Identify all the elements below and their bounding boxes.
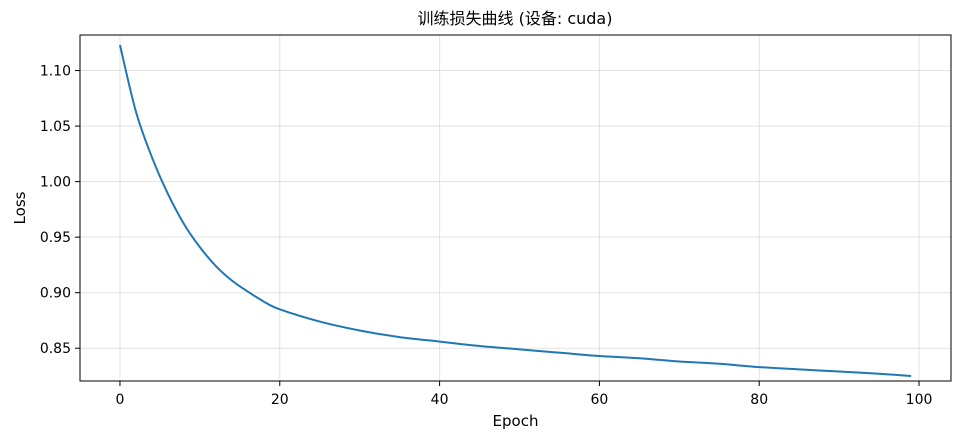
- x-tick-label: 0: [115, 392, 124, 408]
- y-tick-label: 1.00: [40, 175, 71, 191]
- x-tick-label: 100: [906, 392, 933, 408]
- y-tick-label: 0.95: [40, 230, 71, 246]
- x-axis-label: Epoch: [493, 412, 539, 430]
- chart-title: 训练损失曲线 (设备: cuda): [418, 9, 613, 28]
- y-tick-label: 1.05: [40, 119, 71, 135]
- x-tick-label: 60: [590, 392, 608, 408]
- x-tick-label: 20: [271, 392, 289, 408]
- x-tick-label: 40: [431, 392, 449, 408]
- y-axis-label: Loss: [11, 191, 29, 224]
- grid-lines: [80, 35, 951, 381]
- y-tick-label: 0.90: [40, 286, 71, 302]
- plot-area: [118, 44, 912, 377]
- loss-series-line: [118, 44, 912, 377]
- y-tick-label: 0.85: [40, 341, 71, 357]
- plot-frame: [79, 34, 952, 382]
- y-tick-label: 1.10: [40, 64, 71, 80]
- x-tick-label: 80: [750, 392, 768, 408]
- x-axis: 0 20 40 60 80 100: [115, 381, 932, 408]
- y-axis: 0.85 0.90 0.95 1.00 1.05 1.10: [40, 64, 80, 357]
